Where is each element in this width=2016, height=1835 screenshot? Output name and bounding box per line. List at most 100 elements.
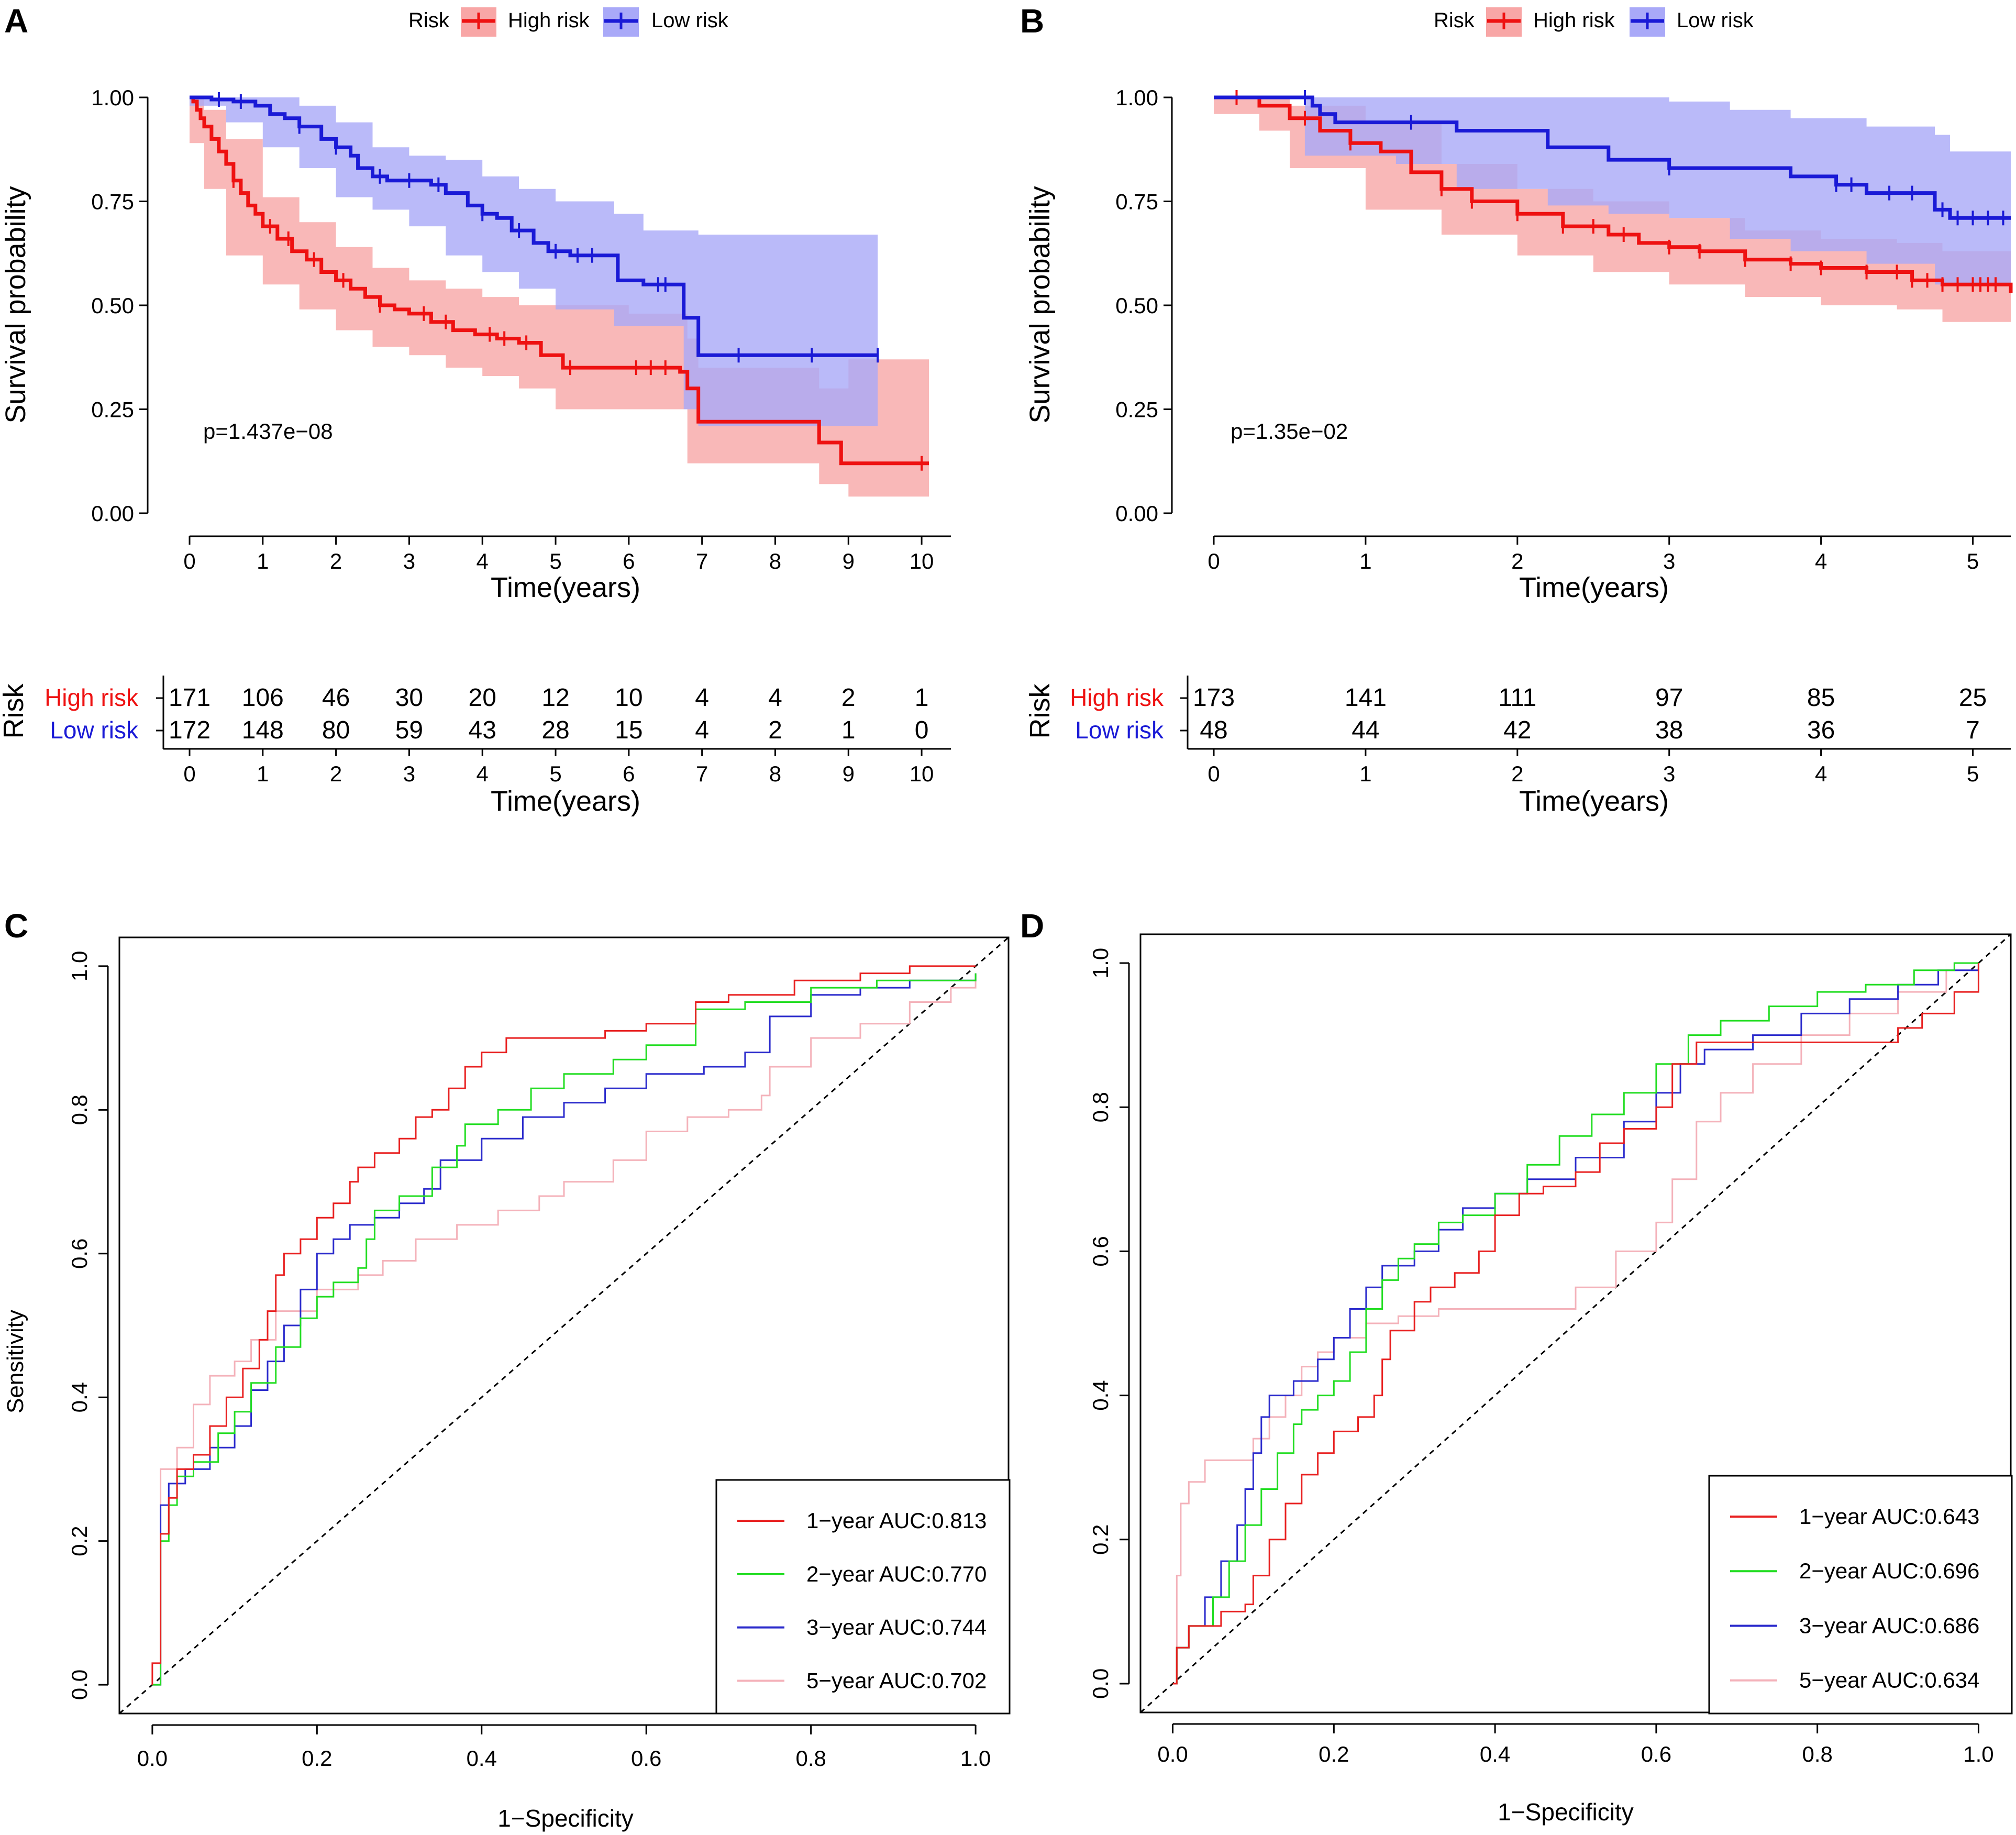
x-tick-label-a: 0	[183, 549, 195, 573]
legend-high-label-b: High risk	[1533, 9, 1615, 32]
panel-b: B Risk High risk Low risk Survival proba…	[1020, 2, 2013, 817]
x-tick-label-a: 10	[910, 549, 934, 573]
x-tick-label-d: 0.6	[1641, 1742, 1671, 1766]
legend-label-roc2-d: 2−year AUC:0.696	[1799, 1558, 1979, 1583]
survival-curve-high-risk-a	[190, 95, 929, 466]
ci-band-low-risk-a	[190, 97, 878, 426]
legend-low-label-a: Low risk	[651, 9, 729, 32]
risk-count-low-b: 44	[1352, 716, 1379, 744]
y-tick-label-d: 0.8	[1088, 1092, 1113, 1122]
risk-count-low-a: 148	[242, 716, 284, 744]
roc-curve-roc3-d	[1172, 963, 1979, 1685]
y-tick-label-a: 1.00	[91, 85, 134, 110]
pvalue-b: p=1.35e−02	[1231, 419, 1348, 444]
x-tick-label-a: 5	[549, 549, 561, 573]
diagonal-reference-line-c	[119, 936, 1009, 1715]
risk-count-low-a: 43	[469, 716, 496, 744]
risk-count-low-a: 1	[841, 716, 856, 744]
plot-frame-c	[118, 936, 1010, 1715]
y-axis-label-a: Survival probability	[0, 186, 31, 423]
risk-count-high-b: 141	[1345, 684, 1387, 712]
risk-count-low-b: 48	[1200, 716, 1227, 744]
y-tick-label-b: 0.25	[1115, 397, 1158, 422]
pvalue-a: p=1.437e−08	[203, 419, 333, 444]
roc-plot-d: 0.0 0.2 0.4 0.6 0.8 1.0 0.0 0.2 0.4 0.6 0.8 1.0 1−ye…	[1088, 933, 2013, 1766]
y-tick-label-c: 0.4	[67, 1382, 92, 1412]
risk-table-x-tick-label-a: 3	[403, 761, 415, 786]
y-tick-label-c: 0.0	[67, 1670, 92, 1700]
risk-count-low-b: 42	[1503, 716, 1531, 744]
roc-plot-c: 0.0 0.2 0.4 0.6 0.8 1.0 0.0 0.2 0.4 0.6 0.8 1.0 1−ye…	[67, 936, 1011, 1771]
legend-low-label-b: Low risk	[1677, 9, 1754, 32]
panel-label-b: B	[1020, 2, 1044, 40]
risk-count-high-b: 25	[1959, 684, 1987, 712]
x-tick-label-b: 0	[1208, 549, 1220, 573]
survival-curve-high-risk-b	[1214, 95, 2013, 293]
legend-label-roc1-c: 1−year AUC:0.813	[806, 1508, 987, 1533]
x-tick-label-a: 3	[403, 549, 415, 573]
risk-count-high-a: 12	[541, 684, 569, 712]
x-tick-label-c: 1.0	[960, 1746, 991, 1771]
legend-title-b: Risk	[1434, 9, 1475, 32]
legend-label-roc2-c: 2−year AUC:0.770	[806, 1562, 987, 1586]
x-tick-label-d: 0.2	[1319, 1742, 1349, 1766]
panel-d: D 0.0 0.2 0.4 0.6 0.8 1.0 0.0 0.2 0.4 0.6 0.8 1.0 1−…	[1020, 907, 2013, 1826]
roc-curve-roc2-c	[152, 973, 977, 1686]
risk-table-xlabel-a: Time(years)	[491, 786, 640, 817]
x-axis-label-a: Time(years)	[491, 572, 640, 603]
roc-curve-roc5-c	[152, 973, 977, 1686]
risk-count-low-a: 28	[541, 716, 569, 744]
x-tick-label-c: 0.2	[302, 1746, 332, 1771]
risk-count-high-a: 4	[768, 684, 782, 712]
risk-count-high-a: 171	[169, 684, 211, 712]
risk-table-x-tick-label-b: 2	[1511, 761, 1523, 786]
risk-count-low-a: 59	[395, 716, 423, 744]
risk-table-x-tick-label-a: 10	[910, 761, 934, 786]
y-tick-label-d: 0.0	[1088, 1668, 1113, 1699]
risk-table-x-tick-label-a: 8	[769, 761, 781, 786]
risk-table-title-a: Risk	[0, 683, 29, 739]
panel-a: A Risk High risk Low risk Survival proba…	[0, 2, 951, 817]
risk-count-high-b: 111	[1498, 684, 1536, 712]
y-tick-label-d: 0.6	[1088, 1236, 1113, 1266]
y-tick-label-d: 0.2	[1088, 1524, 1113, 1555]
roc-curve-roc5-d	[1172, 963, 1979, 1685]
risk-count-high-a: 10	[615, 684, 643, 712]
x-tick-label-b: 1	[1359, 549, 1371, 573]
y-tick-label-a: 0.00	[91, 501, 134, 526]
risk-table-x-tick-label-b: 4	[1815, 761, 1827, 786]
risk-table-x-tick-label-a: 4	[477, 761, 489, 786]
y-tick-label-d: 0.4	[1088, 1380, 1113, 1410]
x-tick-label-b: 4	[1815, 549, 1827, 573]
y-tick-label-c: 0.6	[67, 1239, 92, 1269]
risk-table-x-tick-label-a: 6	[623, 761, 635, 786]
risk-count-high-a: 2	[841, 684, 856, 712]
legend-label-roc5-c: 5−year AUC:0.702	[806, 1668, 987, 1693]
legend-label-roc3-d: 3−year AUC:0.686	[1799, 1613, 1979, 1638]
y-tick-label-b: 0.00	[1115, 501, 1158, 526]
y-tick-label-c: 0.2	[67, 1526, 92, 1556]
risk-table-b: 0 1 2 3 4 5 173 141 111 97 85 25 48 44 42 38 36 7	[1180, 676, 2011, 786]
legend-a: Risk High risk Low risk	[408, 7, 729, 37]
km-plot-a: 0.00 0.25 0.50 0.75 1.00 0 1 2 3 4 5 6 7 8 9 10	[91, 85, 951, 573]
legend-label-roc5-d: 5−year AUC:0.634	[1799, 1668, 1979, 1693]
legend-label-roc3-c: 3−year AUC:0.744	[806, 1615, 987, 1640]
risk-count-low-b: 7	[1966, 716, 1980, 744]
legend-title-a: Risk	[408, 9, 450, 32]
risk-table-x-tick-label-a: 7	[696, 761, 708, 786]
x-tick-label-a: 8	[769, 549, 781, 573]
risk-count-low-a: 15	[615, 716, 643, 744]
x-axis-label-c: 1−Specificity	[497, 1805, 634, 1832]
x-tick-label-d: 0.8	[1802, 1742, 1832, 1766]
x-tick-label-a: 2	[330, 549, 342, 573]
x-axis-label-d: 1−Specificity	[1498, 1798, 1634, 1826]
risk-count-high-a: 46	[322, 684, 350, 712]
x-tick-label-d: 1.0	[1963, 1742, 1993, 1766]
risk-count-low-b: 38	[1655, 716, 1683, 744]
risk-row-label-high-a: High risk	[45, 684, 139, 711]
km-plot-b: 0.00 0.25 0.50 0.75 1.00 0 1 2 3 4 5	[1115, 85, 2013, 573]
risk-table-x-tick-label-b: 0	[1208, 761, 1220, 786]
y-axis-label-b: Survival probability	[1024, 186, 1056, 423]
x-tick-label-a: 6	[623, 549, 635, 573]
